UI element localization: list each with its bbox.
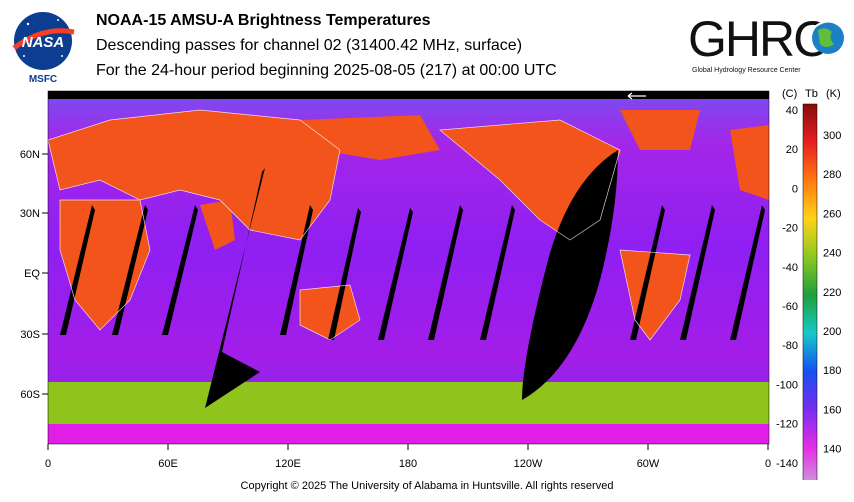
land-india	[200, 200, 235, 250]
ghrc-logo-subtext: Global Hydrology Resource Center	[692, 67, 801, 74]
globe-icon	[812, 20, 844, 54]
colorbar: (C) Tb (K) 40200-20-40-60-80-100-120-140…	[776, 88, 841, 480]
colorbar-header-tb: Tb	[805, 88, 818, 100]
ghrc-logo-text: GHRC	[688, 11, 828, 67]
colorbar-kelvin-label: 300	[823, 130, 841, 142]
copyright-text: Copyright © 2025 The University of Alaba…	[240, 480, 614, 492]
land-australia	[300, 285, 360, 340]
brightness-temperature-map-figure: 0 60E 120E 180 120W 60W 0 60N 30N EQ 30S…	[20, 88, 841, 480]
colorbar-celsius-label: 20	[786, 144, 798, 156]
lon-tick-label: 120E	[275, 458, 301, 470]
colorbar-celsius-label: -120	[776, 419, 798, 431]
colorbar-celsius-label: -40	[782, 262, 798, 274]
msfc-logo-text: MSFC	[29, 74, 57, 85]
lat-tick-label: EQ	[24, 268, 40, 280]
colorbar-gradient	[802, 103, 818, 480]
lon-tick-label: 180	[399, 458, 417, 470]
colorbar-kelvin-label: 180	[823, 365, 841, 377]
lat-tick-label: 60N	[20, 149, 40, 161]
land-eurasia	[48, 110, 340, 240]
land-greenland	[620, 110, 700, 150]
page-title: NOAA-15 AMSU-A Brightness Temperatures	[96, 12, 431, 29]
nasa-logo-text: NASA	[22, 34, 65, 51]
colorbar-kelvin-label: 160	[823, 404, 841, 416]
colorbar-celsius-label: 0	[792, 183, 798, 195]
colorbar-celsius-ticks: 40 20 0 -20 -40 -60 -80 -100 -120 -140	[776, 105, 798, 470]
page-subtitle: Descending passes for channel 02 (31400.…	[96, 37, 523, 54]
arrow-marker-icon	[627, 92, 646, 100]
land-africa	[60, 200, 150, 330]
colorbar-header-celsius: (C)	[782, 88, 797, 100]
lon-tick-label: 60W	[637, 458, 660, 470]
colorbar-header-kelvin: (K)	[826, 88, 841, 100]
latitude-axis: 60N 30N EQ 30S 60S	[20, 149, 48, 401]
colorbar-celsius-label: -140	[776, 458, 798, 470]
lon-tick-label: 60E	[158, 458, 178, 470]
colorbar-celsius-label: -20	[782, 223, 798, 235]
nasa-logo: NASA MSFC	[12, 12, 75, 85]
lat-tick-label: 30N	[20, 208, 40, 220]
lon-tick-label: 0	[45, 458, 51, 470]
orbit-data-gaps	[60, 150, 765, 408]
ghrc-logo: GHRC Global Hydrology Resource Center	[688, 11, 844, 74]
longitude-axis: 0 60E 120E 180 120W 60W 0	[45, 444, 771, 470]
colorbar-celsius-label: -80	[782, 340, 798, 352]
colorbar-celsius-label: -100	[776, 379, 798, 391]
colorbar-kelvin-label: 280	[823, 169, 841, 181]
period-line: For the 24-hour period beginning 2025-08…	[96, 62, 557, 79]
colorbar-kelvin-label: 140	[823, 444, 841, 456]
colorbar-celsius-label: 40	[786, 105, 798, 117]
colorbar-kelvin-label: 260	[823, 208, 841, 220]
land-masses	[48, 110, 769, 340]
colorbar-celsius-label: -60	[782, 301, 798, 313]
colorbar-kelvin-label: 240	[823, 248, 841, 260]
land-siberia-east	[300, 115, 440, 160]
lon-tick-label: 0	[765, 458, 771, 470]
colorbar-kelvin-label: 200	[823, 326, 841, 338]
coastlines	[48, 109, 691, 341]
colorbar-kelvin-ticks: 300280260240220200180160140120	[823, 130, 841, 456]
land-europe-west	[730, 125, 769, 200]
lat-tick-label: 30S	[20, 329, 40, 341]
map-panel	[48, 91, 769, 444]
lon-tick-label: 120W	[514, 458, 543, 470]
lat-tick-label: 60S	[20, 389, 40, 401]
colorbar-kelvin-label: 220	[823, 287, 841, 299]
